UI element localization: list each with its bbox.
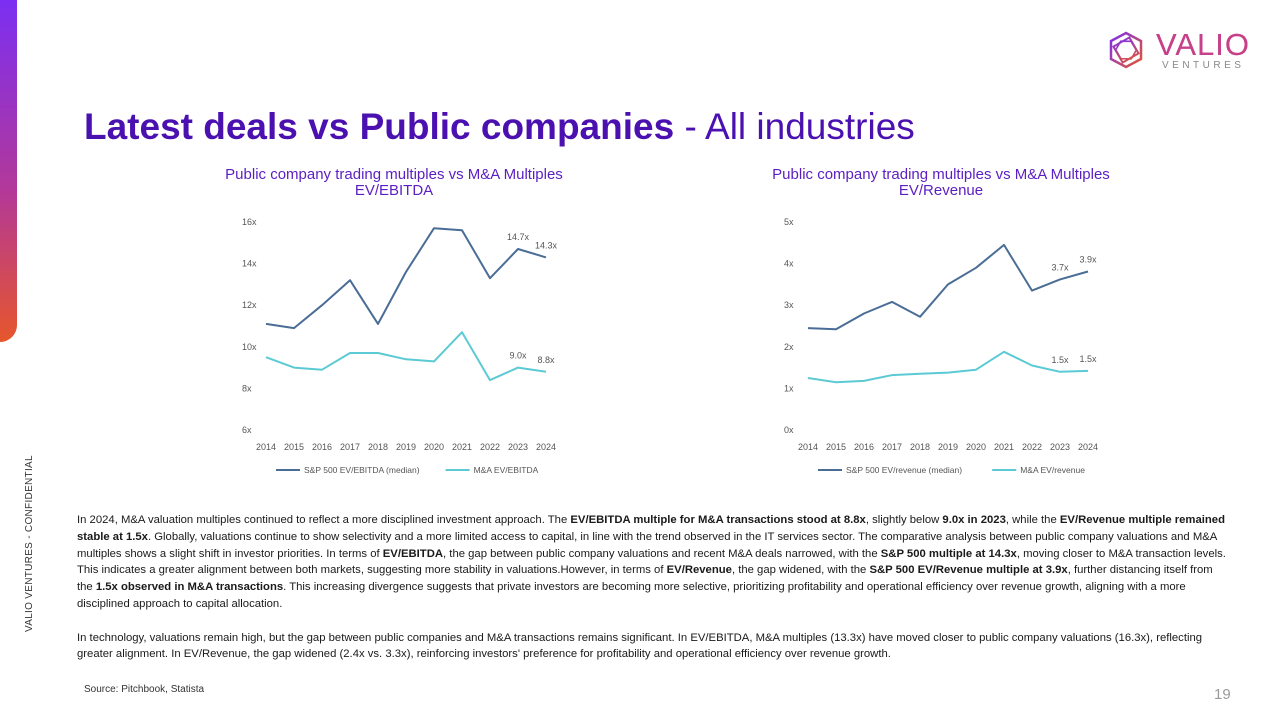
commentary-highlight: S&P 500 multiple at 14.3x	[880, 547, 1017, 560]
data-label: 1.5x	[1079, 354, 1097, 364]
data-label: 1.5x	[1051, 355, 1069, 365]
data-label: 14.3x	[535, 240, 558, 250]
x-tick-label: 2020	[424, 442, 444, 452]
commentary-highlight: EV/EBITDA	[382, 547, 444, 560]
x-tick-label: 2014	[256, 442, 276, 452]
commentary-text: , slightly below	[865, 514, 943, 526]
commentary-highlight: EV/EBITDA multiple for M&A transactions …	[570, 514, 866, 526]
legend-label: S&P 500 EV/revenue (median)	[846, 465, 962, 475]
series-line-ma	[265, 331, 547, 382]
commentary-text: , the gap widened, with the	[731, 564, 870, 577]
commentary: In 2024, M&A valuation multiples continu…	[77, 512, 1229, 680]
commentary-highlight: 9.0x in 2023	[942, 514, 1006, 526]
commentary-text: , moving closer to M&A transaction level…	[77, 547, 1226, 577]
y-tick-label: 5x	[784, 217, 794, 227]
x-tick-label: 2019	[396, 442, 416, 452]
data-label: 3.7x	[1051, 262, 1069, 272]
legend-label: M&A EV/revenue	[1020, 465, 1085, 475]
chart-title-ebitda: Public company trading multiples vs M&A …	[225, 166, 563, 199]
x-tick-label: 2023	[1050, 442, 1070, 452]
x-tick-label: 2017	[882, 442, 902, 452]
x-tick-label: 2020	[966, 442, 986, 452]
x-tick-label: 2018	[910, 442, 930, 452]
x-tick-label: 2016	[312, 442, 332, 452]
data-label: 9.0x	[509, 351, 527, 361]
series-line-ma	[807, 350, 1089, 384]
commentary-text: , the gap between public company valuati…	[443, 547, 881, 560]
y-tick-label: 6x	[242, 425, 252, 435]
page-title: Latest deals vs Public companies - All i…	[84, 104, 915, 150]
commentary-highlight: EV/Revenue multiple remained stable at 1…	[77, 514, 1225, 543]
x-tick-label: 2024	[1078, 442, 1098, 452]
series-line-sp500	[265, 227, 547, 330]
commentary-text: . This increasing divergence suggests th…	[77, 581, 1186, 610]
commentary-paragraph-2: In technology, valuations remain high, b…	[77, 631, 1203, 661]
x-tick-label: 2016	[854, 442, 874, 452]
x-tick-label: 2014	[798, 442, 818, 452]
commentary-paragraph-1: In 2024, M&A valuation multiples continu…	[77, 512, 1229, 613]
y-tick-label: 12x	[242, 300, 257, 310]
x-tick-label: 2015	[284, 442, 304, 452]
y-tick-label: 1x	[784, 383, 794, 393]
chart-revenue: 5x 4x 3x 2x 1x 0x 2014 2015 2016 2017 2018 2019 2020…	[770, 206, 1110, 481]
data-label: 8.8x	[537, 355, 555, 365]
x-tick-label: 2017	[340, 442, 360, 452]
page-title-light: - All industries	[674, 106, 915, 147]
chart-svg: 16x 14x 12x 10x 8x 6x 2014 2015 2016 2017 2018 2019…	[242, 217, 558, 475]
legend-label: S&P 500 EV/EBITDA (median)	[304, 465, 420, 475]
logo-subtitle: VENTURES	[1162, 60, 1245, 71]
commentary-highlight: EV/Revenue	[666, 564, 732, 577]
page-number: 19	[1214, 686, 1231, 703]
chart-ebitda: 16x 14x 12x 10x 8x 6x 2014 2015 2016 2017 2018 2019…	[228, 206, 568, 481]
x-tick-label: 2024	[536, 442, 556, 452]
chart-title-revenue: Public company trading multiples vs M&A …	[772, 166, 1110, 199]
series-line-sp500	[807, 243, 1089, 331]
x-tick-label: 2022	[1022, 442, 1042, 452]
commentary-text: , further distancing itself from the	[77, 564, 1213, 594]
x-tick-label: 2021	[994, 442, 1014, 452]
commentary-text: In 2024, M&A valuation multiples continu…	[77, 514, 571, 526]
y-tick-label: 14x	[242, 259, 257, 269]
commentary-highlight: 1.5x observed in M&A transactions	[95, 581, 284, 594]
y-tick-label: 3x	[784, 300, 794, 310]
commentary-highlight: S&P 500 EV/Revenue multiple at 3.9x	[869, 564, 1068, 577]
source-note: Source: Pitchbook, Statista	[84, 684, 205, 695]
logo-wordmark: VALIO	[1156, 27, 1251, 62]
x-tick-label: 2019	[938, 442, 958, 452]
y-tick-label: 0x	[784, 425, 794, 435]
x-tick-label: 2015	[826, 442, 846, 452]
y-tick-label: 10x	[242, 342, 257, 352]
x-tick-label: 2021	[452, 442, 472, 452]
hexagon-logo-icon	[1109, 31, 1143, 69]
page-title-bold: Latest deals vs Public companies	[84, 106, 675, 147]
x-tick-label: 2022	[480, 442, 500, 452]
y-tick-label: 2x	[784, 342, 794, 352]
y-tick-label: 16x	[242, 217, 257, 227]
side-accent-bar	[0, 0, 17, 342]
data-label: 3.9x	[1079, 255, 1097, 265]
x-tick-label: 2018	[368, 442, 388, 452]
chart-svg: 5x 4x 3x 2x 1x 0x 2014 2015 2016 2017 2018 2019 2020…	[784, 217, 1098, 475]
confidential-label: VALIO VENTURES - CONFIDENTIAL	[24, 455, 35, 632]
data-label: 14.7x	[507, 232, 530, 242]
x-tick-label: 2023	[508, 442, 528, 452]
y-tick-label: 4x	[784, 259, 794, 269]
commentary-text: , while the	[1005, 514, 1060, 526]
commentary-text: . Globally, valuations continue to show …	[77, 530, 1217, 560]
y-tick-label: 8x	[242, 383, 252, 393]
legend-label: M&A EV/EBITDA	[474, 465, 539, 475]
